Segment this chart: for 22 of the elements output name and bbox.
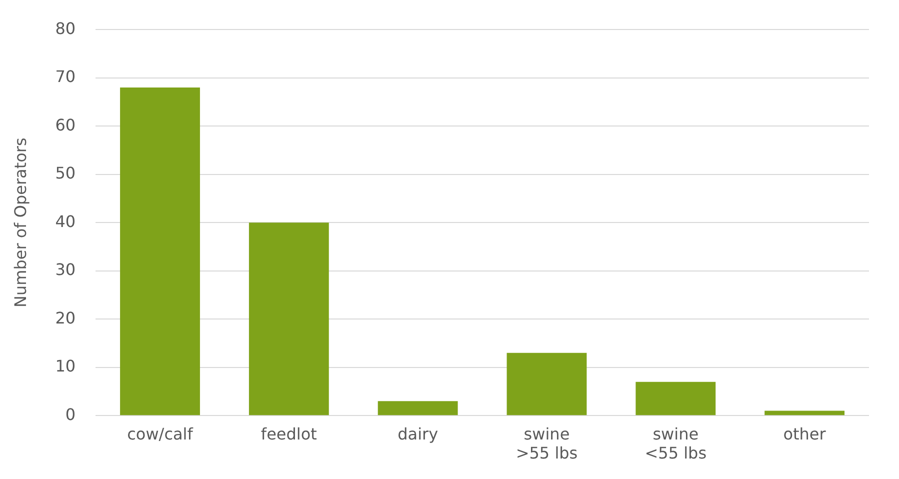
x-tick-label: cow/calf — [127, 424, 194, 444]
y-tick-label: 30 — [55, 260, 76, 280]
bar — [506, 352, 587, 416]
y-tick-label: 20 — [55, 308, 76, 328]
y-tick-label: 40 — [55, 212, 76, 231]
y-tick-label: 80 — [55, 18, 76, 38]
bar — [636, 382, 716, 416]
x-tick-label: swine >55 lbs — [516, 424, 578, 463]
x-tick-label: other — [783, 424, 826, 444]
y-tick-label: 50 — [55, 164, 76, 183]
bar — [764, 410, 845, 416]
x-tick-label: swine <55 lbs — [644, 424, 707, 463]
y-tick-label: 70 — [55, 67, 76, 86]
bar — [378, 401, 458, 416]
y-tick-label: 60 — [55, 115, 76, 134]
y-axis-title: Number of Operators — [10, 138, 30, 308]
bar — [248, 222, 329, 416]
y-tick-label: 10 — [55, 356, 76, 376]
x-tick-label: dairy — [398, 424, 438, 444]
bar — [120, 88, 200, 416]
y-tick-label: 0 — [65, 404, 76, 424]
x-tick-label: feedlot — [260, 424, 317, 444]
